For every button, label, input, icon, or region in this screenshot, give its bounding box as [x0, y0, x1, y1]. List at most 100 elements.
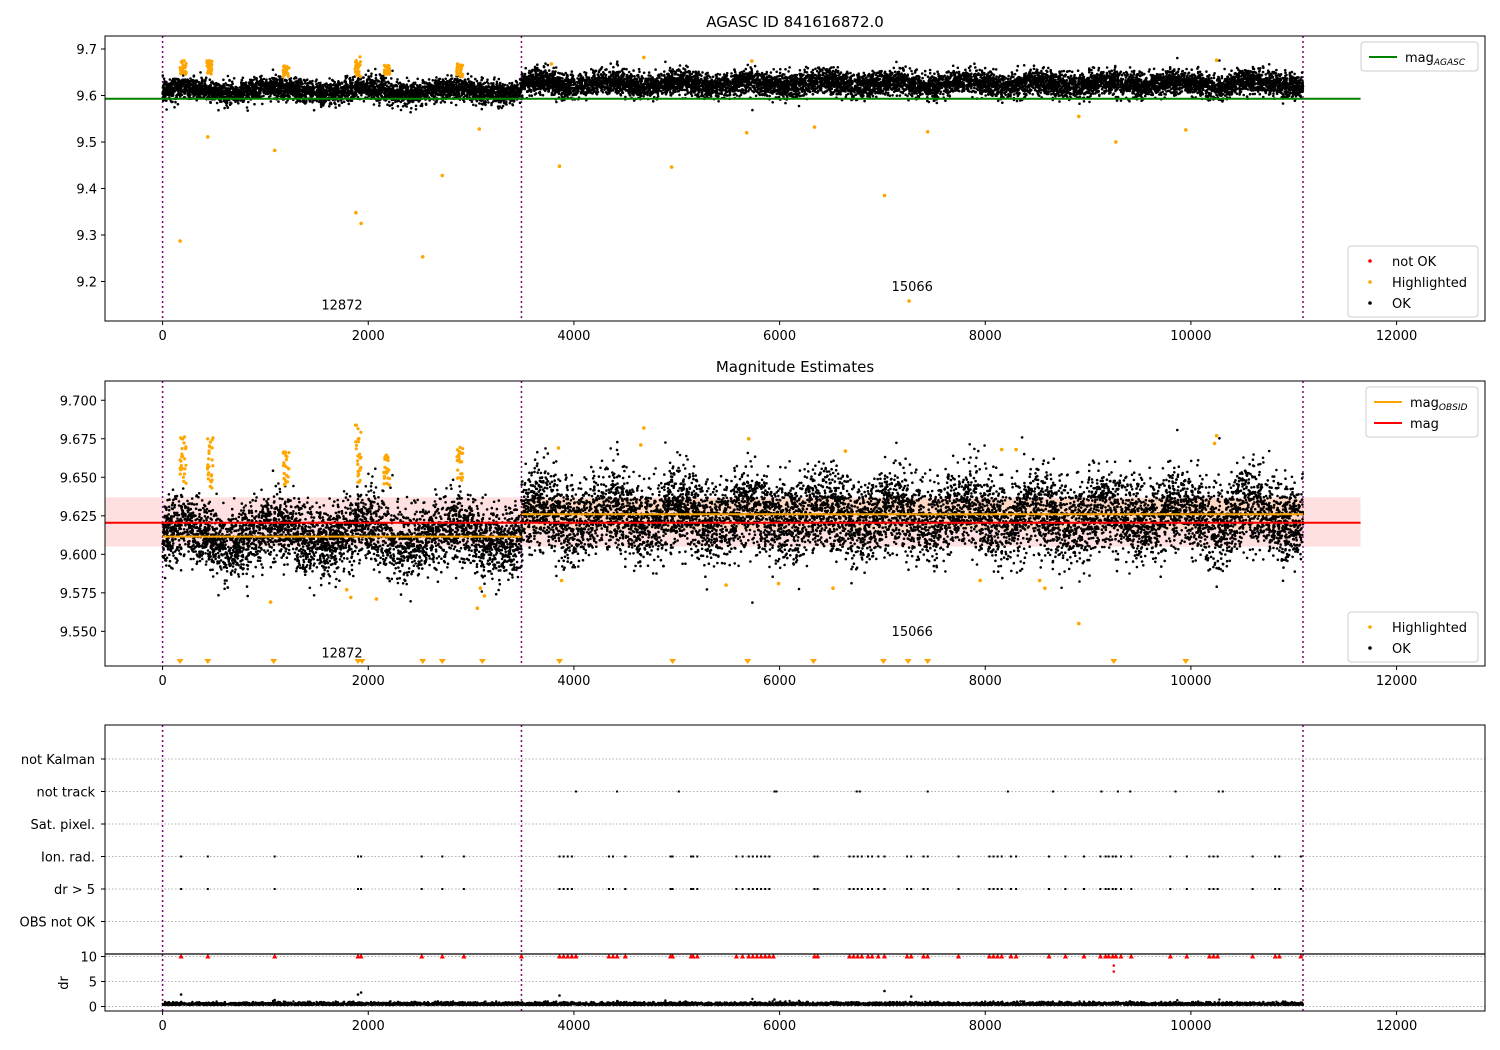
- agasc-ok-point: [209, 83, 212, 87]
- agasc-ok-point: [413, 87, 417, 90]
- agasc-ok-point: [490, 101, 493, 105]
- agasc-ok-point: [341, 91, 344, 94]
- agasc-ok-point: [447, 83, 451, 86]
- agasc-ok-point: [162, 87, 166, 90]
- agasc-ok-point: [223, 106, 226, 110]
- agasc-ok-point: [320, 84, 324, 88]
- agasc-ok-point: [180, 90, 183, 93]
- agasc-ok-point: [382, 74, 385, 78]
- agasc-ok-point: [280, 93, 284, 96]
- agasc-ok-point: [495, 82, 499, 86]
- agasc-ok-point: [276, 89, 280, 93]
- agasc-ok-point: [472, 103, 475, 107]
- agasc-ok-point: [204, 85, 208, 88]
- agasc-ok-point: [243, 92, 246, 95]
- agasc-ok-point: [286, 88, 290, 91]
- agasc-ok-point: [443, 100, 447, 104]
- agasc-ok-point: [186, 78, 189, 81]
- agasc-ok-point: [216, 93, 220, 96]
- agasc-ok-point: [342, 100, 346, 104]
- agasc-ok-point: [253, 102, 256, 106]
- agasc-ok-point: [480, 99, 483, 102]
- agasc-ok-point: [474, 77, 477, 81]
- agasc-ok-point: [275, 80, 279, 84]
- agasc-ok-point: [285, 101, 288, 104]
- agasc-ok-point: [384, 94, 387, 98]
- agasc-ok-point: [222, 78, 225, 82]
- agasc-ok-point: [378, 101, 381, 105]
- agasc-ok-point: [241, 76, 245, 80]
- agasc-ok-point: [360, 93, 363, 97]
- agasc-ok-point: [169, 83, 173, 86]
- agasc-ok-point: [175, 88, 179, 91]
- agasc-ok-point: [215, 101, 219, 105]
- agasc-ok-point: [388, 87, 392, 91]
- agasc-ok-point: [492, 78, 496, 81]
- agasc-ok-point: [225, 101, 229, 104]
- agasc-ok-point: [447, 89, 451, 93]
- agasc-ok-point: [284, 83, 287, 86]
- agasc-ok-point: [453, 77, 457, 81]
- agasc-ok-point: [195, 89, 199, 92]
- agasc-ok-point: [225, 90, 229, 94]
- agasc-ok-point: [387, 100, 391, 104]
- agasc-ok-point: [217, 108, 220, 112]
- agasc-ok-point: [362, 99, 366, 103]
- agasc-ok-point: [349, 82, 352, 85]
- agasc-ok-point: [466, 72, 470, 76]
- agasc-ok-point: [508, 101, 512, 105]
- agasc-ok-point: [480, 85, 483, 89]
- agasc-ok-point: [218, 84, 222, 87]
- agasc-ok-point: [272, 92, 276, 96]
- agasc-ok-point: [446, 74, 449, 77]
- agasc-ok-point: [204, 90, 207, 94]
- agasc-ok-point: [497, 99, 501, 102]
- agasc-ok-point: [350, 91, 354, 94]
- agasc-ok-point: [288, 78, 291, 81]
- agasc-ok-point: [272, 86, 276, 89]
- agasc-ok-point: [203, 93, 206, 96]
- agasc-ok-point: [246, 109, 249, 112]
- agasc-ok-point: [209, 100, 212, 104]
- agasc-ok-point: [334, 93, 337, 97]
- agasc-ok-point: [226, 106, 229, 109]
- agasc-ok-point: [348, 76, 352, 80]
- agasc-ok-point: [367, 75, 370, 78]
- agasc-ok-point: [222, 85, 226, 88]
- agasc-ok-point: [397, 92, 401, 96]
- agasc-ok-point: [503, 89, 506, 92]
- agasc-ok-point: [240, 78, 244, 82]
- agasc-ok-point: [378, 83, 381, 86]
- agasc-ok-point: [282, 91, 286, 94]
- agasc-ok-point: [173, 79, 177, 83]
- agasc-ok-point: [325, 85, 329, 89]
- agasc-ok-point: [377, 87, 380, 91]
- agasc-ok-point: [508, 82, 511, 85]
- agasc-ok-point: [271, 68, 275, 71]
- agasc-ok-point: [379, 86, 383, 90]
- agasc-ok-point: [187, 93, 190, 96]
- agasc-ok-point: [320, 90, 324, 93]
- agasc-ok-point: [408, 95, 412, 98]
- agasc-ok-point: [511, 88, 514, 92]
- agasc-ok-point: [290, 92, 294, 95]
- agasc-ok-point: [298, 92, 301, 96]
- agasc-ok-point: [221, 92, 224, 96]
- agasc-ok-point: [508, 94, 511, 98]
- agasc-ok-point: [351, 78, 355, 81]
- agasc-ok-point: [717, 100, 720, 103]
- agasc-ok-point: [347, 102, 351, 106]
- agasc-ok-point: [433, 92, 437, 95]
- agasc-ok-point: [324, 82, 328, 86]
- agasc-ok-point: [415, 84, 419, 87]
- agasc-ok-point: [274, 73, 278, 77]
- agasc-ok-point: [179, 84, 183, 88]
- agasc-ok-point: [450, 74, 453, 77]
- agasc-ok-point: [405, 94, 408, 98]
- agasc-ok-point: [220, 100, 223, 103]
- agasc-ok-point: [441, 89, 445, 93]
- agasc-ok-point: [324, 99, 328, 103]
- agasc-ok-point: [380, 83, 384, 87]
- agasc-ok-point: [456, 90, 460, 93]
